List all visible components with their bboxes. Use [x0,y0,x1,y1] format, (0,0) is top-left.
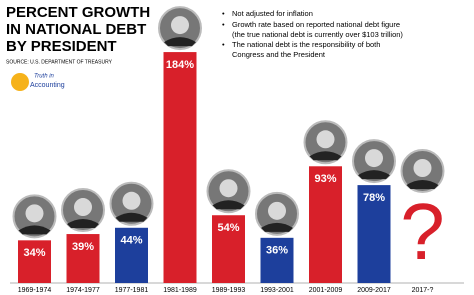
value-label: 44% [120,235,142,247]
note: Congress and the President [232,50,326,59]
portrait-suit [358,170,390,180]
portrait-suit [164,37,196,47]
portrait-face [219,179,238,198]
chart-title: BY PRESIDENT [6,38,117,55]
portrait-suit [67,219,99,229]
x-tick-label: 1977-1981 [115,287,149,294]
portrait-suit [18,225,51,235]
logo-text: Accounting [30,82,65,89]
value-label: 78% [363,192,385,204]
portrait-suit [212,200,245,210]
chart-title: IN NATIONAL DEBT [6,21,146,38]
portrait-suit [115,212,148,222]
portrait-suit [406,180,439,189]
x-tick-label: 1974-1977 [66,287,100,294]
note: Not adjusted for inflation [232,9,313,18]
bar [163,52,197,283]
bar [357,185,391,283]
value-label: 39% [72,241,94,253]
portrait-face [171,16,189,35]
value-label: 34% [23,247,45,259]
note: (the true national debt is currently ove… [232,30,403,39]
portrait-face [122,191,141,210]
bullet: • [222,40,225,49]
bar [66,234,100,283]
value-label: 184% [166,59,194,71]
chart-title: PERCENT GROWTH [6,4,150,21]
x-tick-label: 1989-1993 [212,287,246,294]
x-tick-label: 1981-1989 [163,287,197,294]
logo-text: Truth in [34,74,55,80]
source: SOURCE: U.S. DEPARTMENT OF TREASURY [6,59,113,65]
note: The national debt is the responsibility … [232,40,380,49]
bar [212,215,245,283]
portrait-suit [261,222,293,232]
bar [115,227,148,283]
portrait-face [413,159,432,177]
portrait-face [268,201,286,220]
logo-sun [11,73,29,91]
x-tick-label: 2017-? [412,287,434,294]
x-tick-label: 2001-2009 [309,287,343,294]
portrait-face [365,149,383,168]
x-tick-label: 1993-2001 [260,287,294,294]
portrait-face [25,204,44,223]
portrait-suit [309,151,342,161]
x-tick-label: 2009-2017 [357,287,391,294]
portrait-face [316,130,335,149]
logo: Truth in Accounting [11,73,65,91]
bar [260,237,294,283]
value-label: 93% [314,173,336,185]
bullet: • [222,9,225,18]
value-label: 54% [217,222,239,234]
x-tick-label: 1969-1974 [18,287,52,294]
note: Growth rate based on reported national d… [232,20,400,29]
value-label: ? [400,187,445,276]
value-label: 36% [266,245,288,257]
bar [309,166,342,283]
notes: • Not adjusted for inflation • Growth ra… [222,9,403,59]
portrait-face [74,198,92,217]
bullet: • [222,20,225,29]
bar [18,240,51,283]
